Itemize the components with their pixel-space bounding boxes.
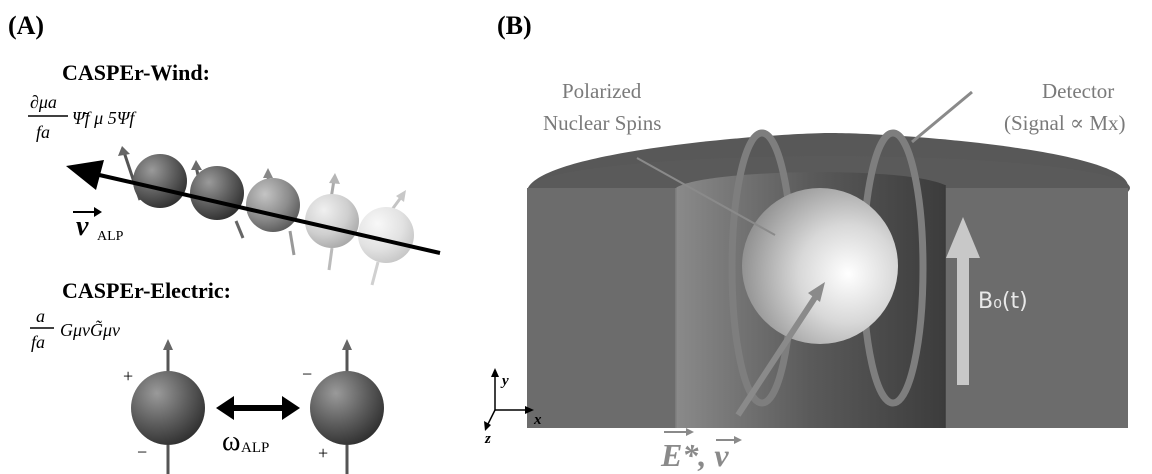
ev-overarrow-v-head	[734, 436, 742, 444]
electric-double-arrow-left-head	[216, 396, 234, 420]
detector-label-line2: (Signal ∝ Mx)	[1004, 111, 1126, 135]
b0-label: B₀(t)	[978, 289, 1028, 314]
electric-formula-rest: GμνG̃μν	[60, 320, 120, 340]
electric-omega-symbol: ω	[222, 426, 240, 457]
axis-x-label: x	[533, 412, 542, 428]
electric-omega-sub: ALP	[241, 440, 269, 456]
electric-spin-left	[131, 339, 205, 474]
panel-b-label: (B)	[497, 11, 532, 40]
wind-velocity-arrowhead	[66, 160, 104, 190]
wind-velocity-overarrow-head	[94, 207, 102, 217]
electric-title: CASPEr-Electric:	[62, 278, 231, 303]
wind-spin-3	[246, 168, 300, 232]
wind-title: CASPEr-Wind:	[62, 60, 210, 85]
detector-leader-line	[911, 90, 973, 144]
wind-velocity-line	[94, 172, 441, 255]
polarized-leader-line	[636, 157, 776, 236]
wind-spin-1	[118, 146, 187, 208]
electric-double-arrow-right-head	[282, 396, 300, 420]
wind-velocity-sub: ALP	[97, 229, 124, 244]
ev-arrow-line	[735, 294, 819, 417]
electric-formula-denominator: fa	[31, 332, 45, 352]
ev-label: E*, v	[660, 437, 729, 473]
axis-y-label: y	[500, 373, 509, 389]
wind-formula-denominator: fa	[36, 122, 50, 142]
polarized-label-line2: Nuclear Spins	[543, 111, 661, 135]
detector-label-line1: Detector	[1042, 79, 1114, 103]
electric-left-sign-top: +	[123, 366, 133, 386]
wind-formula-rest: Ψ̄f μ 5Ψf	[72, 108, 137, 128]
polarized-label-line1: Polarized	[562, 79, 642, 103]
wind-spin-5	[358, 190, 414, 286]
coordinate-axes	[484, 368, 534, 431]
panel-a-label: (A)	[8, 11, 44, 40]
electric-spin-right	[310, 339, 384, 474]
wind-spin-2	[190, 160, 244, 220]
axis-z-label: z	[484, 431, 491, 447]
ev-arrow-head	[808, 282, 825, 302]
wind-spin-train	[118, 146, 414, 286]
electric-right-sign-top: −	[302, 364, 312, 384]
b0-arrow-head	[946, 217, 980, 258]
electric-left-sign-bottom: −	[137, 442, 147, 462]
wind-formula-numerator: ∂μa	[30, 92, 57, 112]
electric-formula-numerator: a	[36, 306, 45, 326]
electric-right-sign-bottom: +	[318, 443, 328, 463]
ev-overarrow-e-head	[686, 428, 694, 436]
wind-spin-4	[305, 173, 359, 248]
polarized-spin-sphere	[742, 188, 898, 344]
wind-velocity-symbol: v	[76, 211, 89, 242]
